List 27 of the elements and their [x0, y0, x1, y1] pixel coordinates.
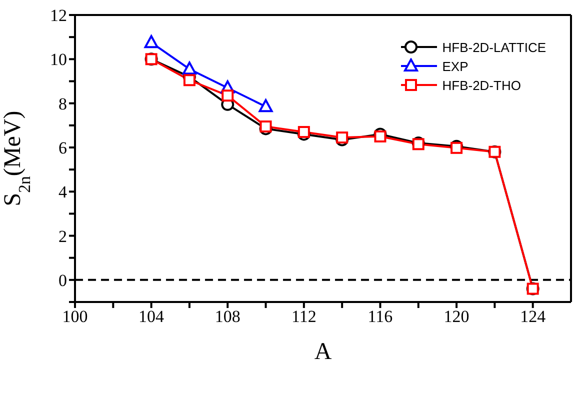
point — [144, 35, 158, 48]
y-tick-label: 10 — [50, 50, 67, 70]
y-tick-label: 0 — [58, 270, 67, 290]
x-tick-label: 116 — [368, 307, 393, 326]
legend-label: HFB-2D-THO — [442, 78, 521, 92]
point — [183, 74, 196, 86]
x-tick-label: 124 — [520, 307, 546, 326]
point — [222, 90, 234, 102]
y-tick-label: 2 — [58, 226, 67, 246]
point — [258, 99, 273, 112]
point — [260, 120, 272, 132]
legend-label: HFB-2D-LATTICE — [442, 40, 546, 54]
x-tick-label: 100 — [62, 307, 88, 326]
x-tick-label: 112 — [291, 307, 316, 326]
y-tick-label: 8 — [58, 94, 67, 114]
x-tick-label: 120 — [444, 307, 470, 326]
point — [298, 126, 310, 138]
point — [374, 130, 386, 142]
x-axis-title: A — [314, 339, 332, 365]
point — [336, 132, 348, 144]
x-tick-label: 108 — [214, 307, 240, 326]
x-tick-label: 104 — [138, 307, 165, 326]
y-tick-label: 12 — [50, 6, 67, 26]
y-tick-label: 6 — [58, 138, 67, 158]
y-tick-label: 4 — [58, 182, 68, 202]
point — [182, 62, 196, 75]
legend-label: EXP — [442, 58, 468, 74]
